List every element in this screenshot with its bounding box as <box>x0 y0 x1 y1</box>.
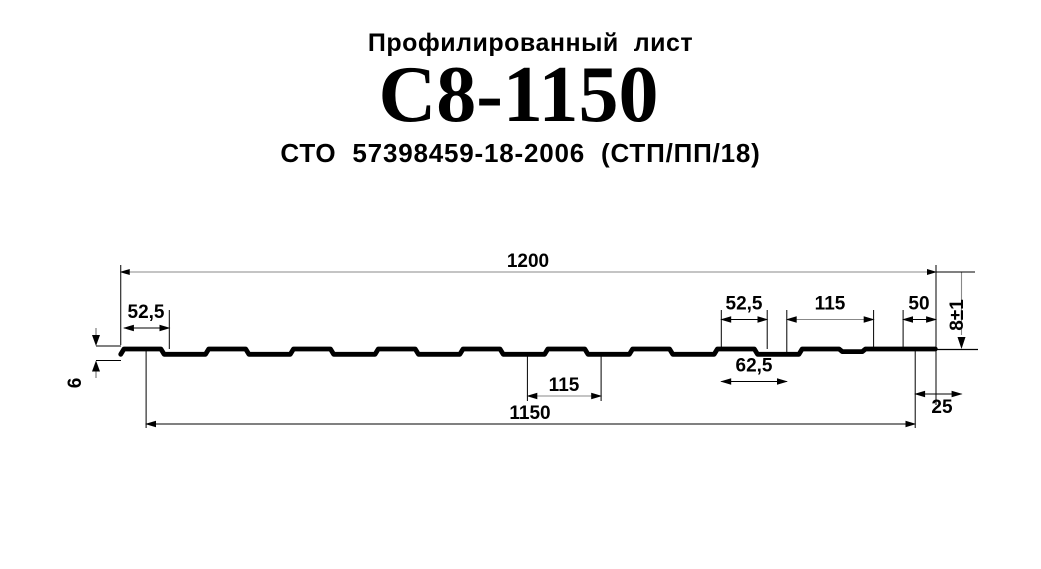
svg-text:62,5: 62,5 <box>736 356 773 377</box>
svg-text:25: 25 <box>931 397 953 418</box>
svg-text:6: 6 <box>65 378 86 389</box>
svg-text:1200: 1200 <box>507 251 549 272</box>
svg-text:115: 115 <box>815 294 846 315</box>
svg-text:52,5: 52,5 <box>726 294 763 315</box>
svg-text:50: 50 <box>908 294 929 315</box>
svg-text:1150: 1150 <box>509 403 550 424</box>
svg-text:52,5: 52,5 <box>128 302 165 323</box>
svg-text:115: 115 <box>549 375 580 396</box>
svg-text:8±1: 8±1 <box>947 299 968 331</box>
